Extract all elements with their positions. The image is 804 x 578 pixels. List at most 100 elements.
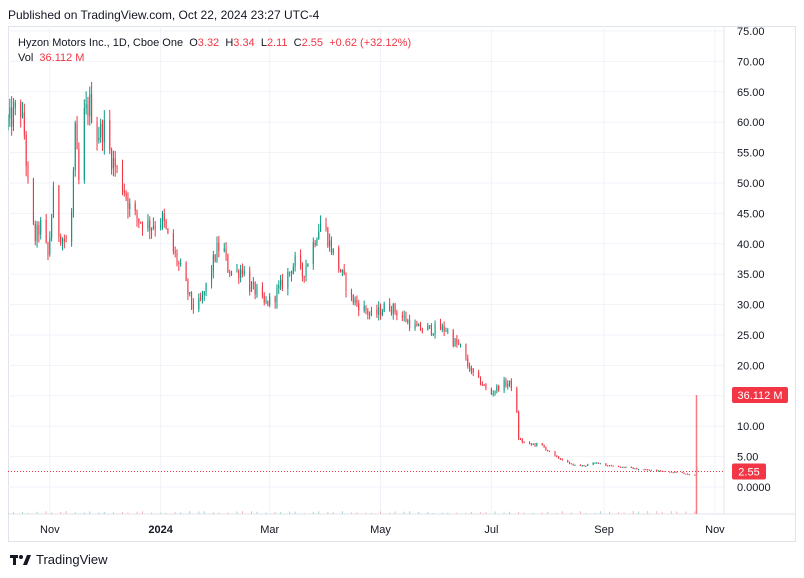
- candle-body: [74, 123, 76, 171]
- candle-body: [127, 197, 129, 209]
- candle-body: [561, 459, 563, 461]
- candle-body: [579, 464, 581, 466]
- footer-brand-text: TradingView: [36, 552, 108, 567]
- candle-body: [650, 469, 652, 471]
- candle-body: [612, 465, 614, 467]
- candlestick-chart[interactable]: 75.00 70.00 65.00 60.00 55.00 50.00 45.00 40.00…: [8, 26, 796, 542]
- candle-body: [370, 309, 372, 314]
- candle-body: [632, 467, 634, 469]
- legend-close-label: C: [293, 37, 302, 49]
- candle-body: [636, 468, 638, 470]
- candle-body: [327, 227, 329, 247]
- volume-bar: [541, 512, 543, 514]
- candle-body: [541, 443, 543, 446]
- candle-body: [367, 310, 369, 315]
- candle-body: [345, 273, 347, 292]
- candle-body: [294, 255, 296, 267]
- candle-body: [316, 238, 318, 246]
- candle-body: [178, 262, 180, 264]
- candle-body: [409, 320, 411, 329]
- volume-bar: [165, 512, 167, 514]
- y-tick-label: 50.00: [737, 178, 765, 190]
- volume-bar: [632, 511, 634, 514]
- candle-body: [114, 158, 116, 167]
- candle-body: [434, 323, 436, 334]
- candle-body: [216, 243, 218, 261]
- candle-body: [607, 465, 609, 467]
- x-tick-label: Nov: [40, 524, 60, 536]
- candle-body: [261, 286, 263, 296]
- volume-bar: [585, 512, 587, 514]
- candle-body: [625, 466, 627, 468]
- candle-body: [518, 412, 520, 440]
- candle-body: [608, 465, 611, 467]
- volume-bar: [618, 512, 620, 514]
- candle-body: [151, 228, 153, 231]
- candle-body: [668, 471, 671, 473]
- candle-body: [200, 298, 202, 300]
- candle-body: [583, 465, 585, 467]
- candle-body: [189, 292, 191, 294]
- candle-body: [401, 315, 403, 318]
- volume-bar: [350, 512, 352, 514]
- candle-body: [683, 472, 685, 474]
- chart-frame: [8, 26, 796, 542]
- candle-body: [223, 248, 225, 251]
- volume-bar: [556, 512, 558, 514]
- candle-body: [27, 165, 29, 180]
- candle-body: [352, 294, 354, 303]
- candle-body: [280, 279, 282, 286]
- candle-body: [467, 358, 469, 367]
- volume-bar: [456, 512, 458, 514]
- candle-body: [89, 94, 91, 117]
- candle-body: [147, 220, 149, 229]
- volume-bar: [370, 512, 372, 514]
- volume-bar: [465, 512, 467, 514]
- volume-bar: [394, 511, 396, 514]
- candle-body: [670, 471, 672, 473]
- candle-body: [427, 325, 429, 331]
- candle-body: [490, 388, 492, 395]
- candle-body: [201, 294, 203, 300]
- published-caption: Published on TradingView.com, Oct 22, 20…: [8, 8, 320, 22]
- volume-bar: [127, 512, 129, 514]
- candle-body: [623, 466, 625, 468]
- candle-body: [445, 330, 447, 332]
- volume-bar: [685, 511, 687, 514]
- volume-bar: [332, 512, 334, 514]
- candle-body: [414, 324, 416, 329]
- volume-bar: [403, 511, 405, 514]
- volume-tag-bg: [732, 387, 788, 403]
- candle-body: [76, 123, 78, 150]
- candle-body: [645, 469, 647, 471]
- y-tick-label: 35.00: [737, 269, 765, 281]
- candle-body: [112, 158, 114, 169]
- candle-body: [618, 466, 620, 468]
- volume-bar: [503, 512, 505, 514]
- candle-body: [340, 269, 342, 273]
- candle-body: [439, 323, 442, 330]
- candle-body: [134, 203, 136, 211]
- y-tick-label: 30.00: [737, 300, 765, 312]
- y-tick-label: 5.00: [737, 452, 758, 464]
- candle-body: [45, 219, 47, 243]
- candle-body: [332, 248, 334, 254]
- volume-bar: [198, 511, 200, 514]
- candle-body: [659, 470, 661, 472]
- candle-body: [567, 460, 569, 463]
- candle-body: [443, 325, 445, 332]
- candle-body: [51, 217, 53, 238]
- legend-ohlc-line: Hyzon Motors Inc., 1D, Cboe One O3.32 H3…: [18, 36, 411, 51]
- candle-body: [658, 470, 660, 472]
- candle-body: [172, 233, 174, 252]
- candle-body: [174, 251, 176, 253]
- candle-body: [685, 473, 687, 475]
- candle-body: [379, 307, 382, 316]
- candle-body: [429, 325, 431, 327]
- candle-body: [574, 464, 576, 466]
- volume-bar: [327, 511, 329, 514]
- legend-low-label: L: [260, 37, 267, 49]
- candle-body: [205, 282, 207, 292]
- candle-body: [688, 474, 691, 476]
- volume-bar: [647, 511, 649, 514]
